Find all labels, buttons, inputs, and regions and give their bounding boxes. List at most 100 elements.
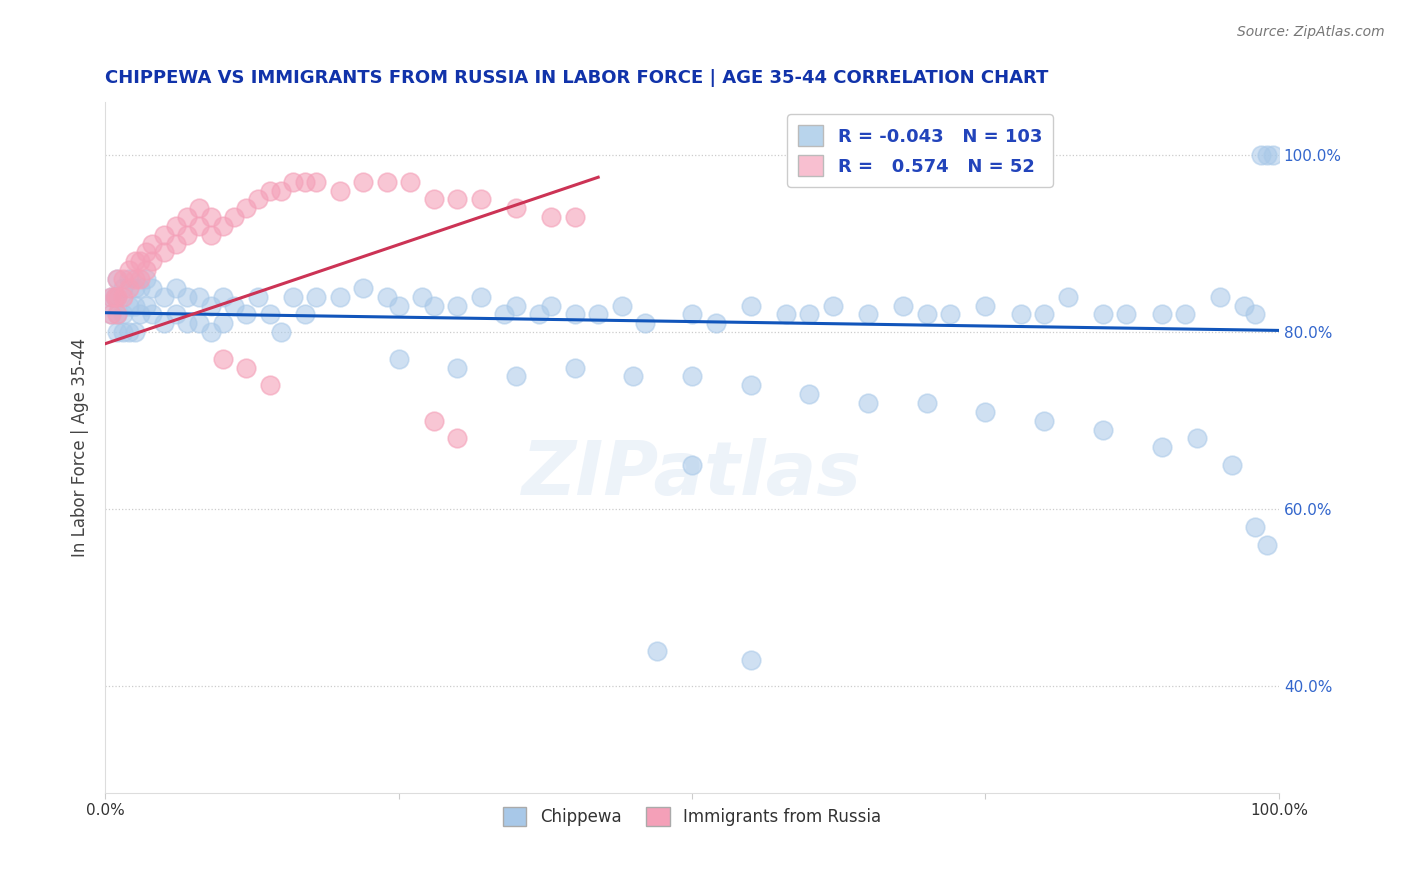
Point <box>124 325 146 339</box>
Point <box>124 272 146 286</box>
Point <box>1185 432 1208 446</box>
Point <box>1256 538 1278 552</box>
Point <box>446 432 468 446</box>
Point <box>105 308 128 322</box>
Point <box>235 201 257 215</box>
Point <box>118 272 141 286</box>
Point <box>446 299 468 313</box>
Point <box>681 458 703 472</box>
Point <box>105 290 128 304</box>
Point <box>246 193 269 207</box>
Point <box>423 299 446 313</box>
Point <box>135 263 157 277</box>
Point <box>165 219 187 233</box>
Point <box>610 299 633 313</box>
Point <box>211 219 233 233</box>
Point <box>105 272 128 286</box>
Point <box>188 201 211 215</box>
Point <box>124 299 146 313</box>
Point <box>704 316 727 330</box>
Point <box>740 378 762 392</box>
Point <box>446 360 468 375</box>
Point <box>352 175 374 189</box>
Point <box>200 227 222 242</box>
Point <box>100 290 122 304</box>
Point <box>388 299 411 313</box>
Point <box>1261 148 1284 162</box>
Point <box>100 290 122 304</box>
Point <box>100 308 122 322</box>
Point <box>153 245 176 260</box>
Point <box>270 325 292 339</box>
Point <box>856 308 879 322</box>
Point <box>165 236 187 251</box>
Point <box>740 653 762 667</box>
Point <box>375 290 398 304</box>
Point <box>224 299 246 313</box>
Point <box>188 219 211 233</box>
Point <box>104 290 127 304</box>
Point <box>411 290 433 304</box>
Text: Source: ZipAtlas.com: Source: ZipAtlas.com <box>1237 25 1385 39</box>
Point <box>176 227 198 242</box>
Point <box>135 299 157 313</box>
Point <box>211 316 233 330</box>
Point <box>1174 308 1197 322</box>
Point <box>118 263 141 277</box>
Point <box>200 210 222 224</box>
Point <box>188 316 211 330</box>
Point <box>141 281 163 295</box>
Point <box>939 308 962 322</box>
Point <box>176 210 198 224</box>
Point <box>494 308 516 322</box>
Point <box>1033 308 1056 322</box>
Point <box>388 351 411 366</box>
Point <box>645 644 668 658</box>
Point <box>505 299 527 313</box>
Point <box>105 325 128 339</box>
Point <box>564 360 586 375</box>
Point <box>105 272 128 286</box>
Point <box>621 369 644 384</box>
Point <box>235 308 257 322</box>
Point <box>915 308 938 322</box>
Point <box>165 308 187 322</box>
Point <box>246 290 269 304</box>
Point <box>105 308 128 322</box>
Point <box>974 299 997 313</box>
Point <box>634 316 657 330</box>
Point <box>211 290 233 304</box>
Point <box>200 299 222 313</box>
Point <box>821 299 844 313</box>
Point <box>1220 458 1243 472</box>
Point <box>129 281 152 295</box>
Point <box>540 299 562 313</box>
Point <box>915 396 938 410</box>
Point <box>1150 440 1173 454</box>
Point <box>200 325 222 339</box>
Point <box>165 281 187 295</box>
Point <box>111 281 134 295</box>
Point <box>1115 308 1137 322</box>
Point <box>188 290 211 304</box>
Point <box>856 396 879 410</box>
Point <box>153 290 176 304</box>
Point <box>775 308 797 322</box>
Point <box>141 308 163 322</box>
Point <box>974 405 997 419</box>
Point <box>681 369 703 384</box>
Point <box>153 227 176 242</box>
Legend: Chippewa, Immigrants from Russia: Chippewa, Immigrants from Russia <box>496 800 887 832</box>
Point <box>294 308 316 322</box>
Point <box>176 316 198 330</box>
Point <box>259 184 281 198</box>
Point <box>124 281 146 295</box>
Point <box>740 299 762 313</box>
Point <box>375 175 398 189</box>
Y-axis label: In Labor Force | Age 35-44: In Labor Force | Age 35-44 <box>72 338 89 557</box>
Point <box>1091 423 1114 437</box>
Point <box>111 290 134 304</box>
Point <box>1010 308 1032 322</box>
Point <box>505 369 527 384</box>
Text: CHIPPEWA VS IMMIGRANTS FROM RUSSIA IN LABOR FORCE | AGE 35-44 CORRELATION CHART: CHIPPEWA VS IMMIGRANTS FROM RUSSIA IN LA… <box>105 69 1049 87</box>
